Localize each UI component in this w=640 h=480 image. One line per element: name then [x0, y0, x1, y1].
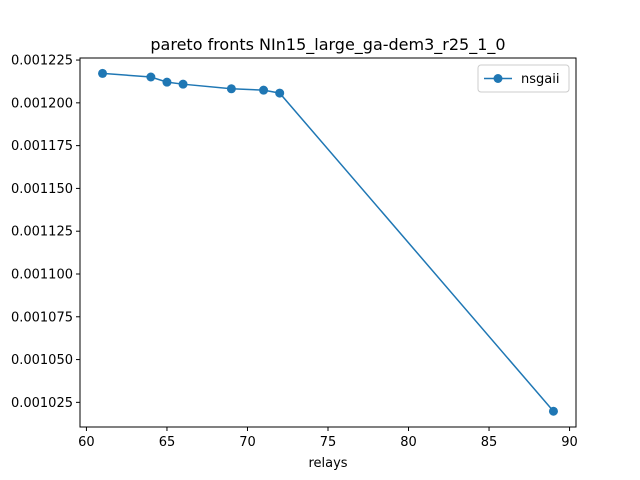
legend: nsgaii	[477, 64, 570, 93]
x-tick-label: 85	[481, 435, 498, 450]
series-line-nsgaii	[102, 72, 555, 412]
data-point	[259, 85, 269, 95]
data-point	[178, 79, 188, 89]
y-tick-label: 0.001075	[11, 310, 73, 325]
y-tick-label: 0.001150	[11, 182, 73, 197]
legend-label: nsgaii	[521, 72, 559, 87]
y-tick-label: 0.001125	[11, 225, 73, 240]
data-point	[548, 406, 558, 416]
y-tick-label: 0.001025	[11, 396, 73, 411]
x-tick-label: 65	[159, 435, 176, 450]
data-point	[275, 88, 285, 98]
y-tick-label: 0.001050	[11, 353, 73, 368]
x-tick-label: 60	[78, 435, 95, 450]
data-point	[98, 68, 108, 78]
y-axis: 0.001025 0.001050 0.001075 0.001100 0.001125…	[11, 54, 80, 411]
x-axis: 60 65 70 75 80 85 90	[78, 427, 578, 450]
x-tick-label: 70	[239, 435, 256, 450]
x-tick-label: 90	[561, 435, 578, 450]
x-axis-label: relays	[308, 456, 347, 471]
y-tick-label: 0.001100	[11, 267, 73, 282]
y-tick-label: 0.001175	[11, 139, 73, 154]
data-point	[146, 72, 156, 82]
x-tick-label: 75	[320, 435, 337, 450]
chart-title: pareto fronts NIn15_large_ga-dem3_r25_1_…	[150, 35, 505, 55]
x-tick-label: 80	[400, 435, 417, 450]
y-tick-label: 0.001200	[11, 96, 73, 111]
legend-frame	[477, 64, 570, 93]
plot-area	[79, 57, 577, 428]
y-tick-label: 0.001225	[11, 54, 73, 69]
legend-marker	[493, 74, 503, 83]
series-layer	[98, 68, 558, 416]
data-point	[226, 84, 236, 94]
data-point	[162, 77, 172, 87]
